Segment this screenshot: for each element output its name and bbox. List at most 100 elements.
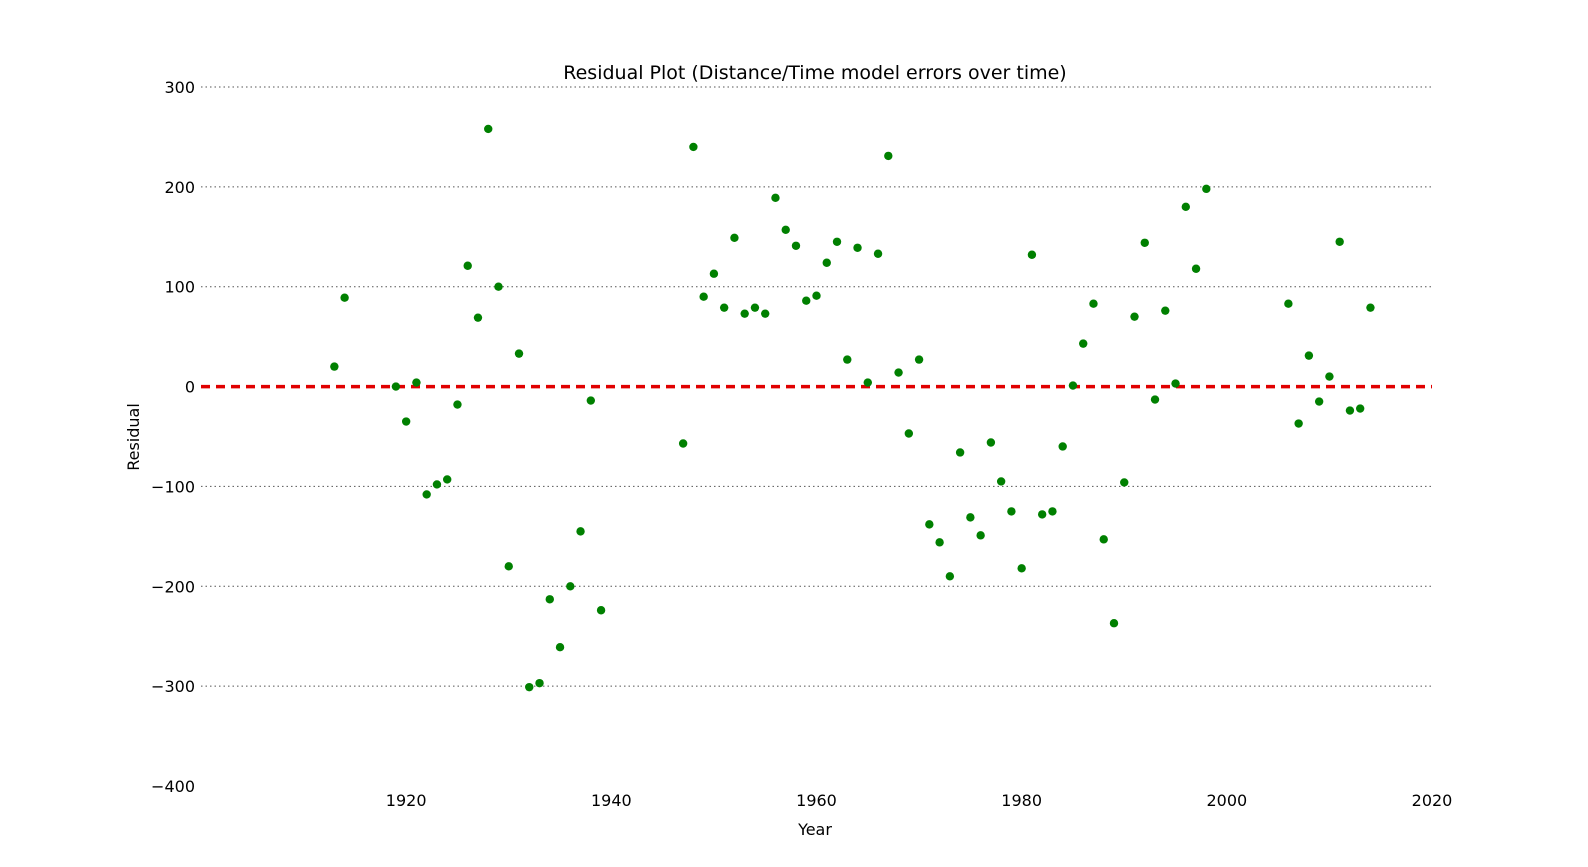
- data-point: [1120, 478, 1129, 487]
- data-point: [1109, 619, 1119, 628]
- y-tick-label: 0: [185, 378, 195, 397]
- y-tick-label: −400: [151, 777, 195, 796]
- y-tick-labels: 300 200 100 0 −100 −200 −300 −400: [151, 78, 195, 796]
- data-points: [330, 124, 1375, 692]
- x-tick-label: 1960: [796, 791, 837, 810]
- data-point: [586, 396, 596, 405]
- data-point: [1202, 184, 1211, 194]
- data-point: [1181, 202, 1191, 212]
- data-point: [1191, 264, 1201, 273]
- data-point: [863, 378, 872, 387]
- data-point: [730, 233, 739, 242]
- data-point: [1294, 419, 1303, 428]
- data-point: [1058, 442, 1067, 451]
- data-point: [1345, 406, 1355, 415]
- data-point: [443, 475, 452, 484]
- data-point: [576, 527, 585, 536]
- data-point: [1007, 507, 1016, 516]
- data-point: [412, 378, 421, 387]
- data-point: [1304, 351, 1314, 360]
- data-point: [935, 538, 944, 547]
- data-point: [945, 572, 955, 581]
- y-tick-label: 300: [164, 78, 195, 97]
- x-tick-labels: 1920 1940 1960 1980 2000 2020: [386, 791, 1453, 810]
- data-point: [986, 438, 996, 447]
- data-point: [678, 439, 688, 448]
- data-point: [566, 582, 575, 591]
- data-point: [791, 241, 801, 250]
- data-point: [596, 606, 606, 615]
- data-point: [453, 400, 462, 409]
- data-point: [1161, 306, 1170, 315]
- data-point: [514, 349, 524, 358]
- data-point: [525, 682, 534, 692]
- x-axis-label: Year: [797, 820, 832, 839]
- data-point: [812, 291, 821, 300]
- data-point: [1150, 395, 1160, 404]
- data-point: [955, 448, 965, 457]
- data-point: [822, 258, 831, 267]
- y-tick-label: −200: [151, 577, 195, 596]
- x-tick-label: 1980: [1001, 791, 1042, 810]
- data-point: [976, 531, 985, 540]
- chart-title: Residual Plot (Distance/Time model error…: [563, 62, 1066, 84]
- data-point: [873, 249, 883, 258]
- y-tick-label: 100: [164, 278, 195, 297]
- data-point: [1171, 379, 1180, 388]
- data-point: [740, 309, 749, 318]
- data-point: [494, 282, 503, 291]
- y-tick-label: 200: [164, 178, 195, 197]
- data-point: [904, 429, 914, 438]
- data-point: [463, 261, 472, 270]
- data-point: [894, 368, 903, 377]
- data-point: [1314, 397, 1324, 406]
- data-point: [1027, 250, 1037, 259]
- data-point: [1089, 299, 1098, 308]
- data-point: [1099, 535, 1108, 544]
- data-point: [432, 480, 442, 489]
- y-tick-label: −100: [151, 477, 195, 496]
- data-point: [504, 562, 513, 571]
- data-point: [914, 355, 924, 364]
- data-point: [1325, 372, 1334, 381]
- data-point: [966, 513, 975, 522]
- data-point: [689, 142, 698, 152]
- x-tick-label: 2020: [1412, 791, 1453, 810]
- data-point: [535, 678, 544, 688]
- data-point: [1048, 507, 1057, 516]
- data-point: [884, 151, 893, 161]
- x-tick-label: 2000: [1206, 791, 1247, 810]
- data-point: [422, 490, 431, 499]
- data-point: [1335, 237, 1344, 246]
- data-point: [1140, 238, 1149, 247]
- data-point: [484, 124, 493, 134]
- y-axis-label: Residual: [124, 403, 143, 471]
- data-point: [802, 296, 811, 305]
- x-tick-label: 1920: [386, 791, 427, 810]
- data-point: [1079, 339, 1088, 348]
- data-point: [555, 642, 565, 652]
- data-point: [1284, 299, 1293, 308]
- x-tick-label: 1940: [591, 791, 632, 810]
- data-point: [1366, 303, 1375, 312]
- data-point: [1130, 312, 1139, 321]
- data-point: [832, 237, 842, 246]
- data-point: [709, 269, 719, 278]
- data-point: [1037, 510, 1047, 519]
- data-point: [750, 303, 760, 312]
- data-point: [545, 595, 554, 604]
- data-point: [719, 303, 729, 312]
- data-point: [473, 313, 483, 322]
- data-point: [996, 477, 1006, 486]
- data-point: [925, 520, 934, 529]
- data-point: [761, 309, 770, 318]
- data-point: [1068, 381, 1078, 390]
- data-point: [1017, 564, 1026, 573]
- data-point: [1355, 404, 1365, 413]
- data-point: [340, 293, 349, 302]
- data-point: [699, 292, 708, 301]
- data-point: [781, 225, 790, 234]
- data-point: [330, 362, 339, 371]
- y-tick-label: −300: [151, 677, 195, 696]
- data-point: [853, 243, 862, 252]
